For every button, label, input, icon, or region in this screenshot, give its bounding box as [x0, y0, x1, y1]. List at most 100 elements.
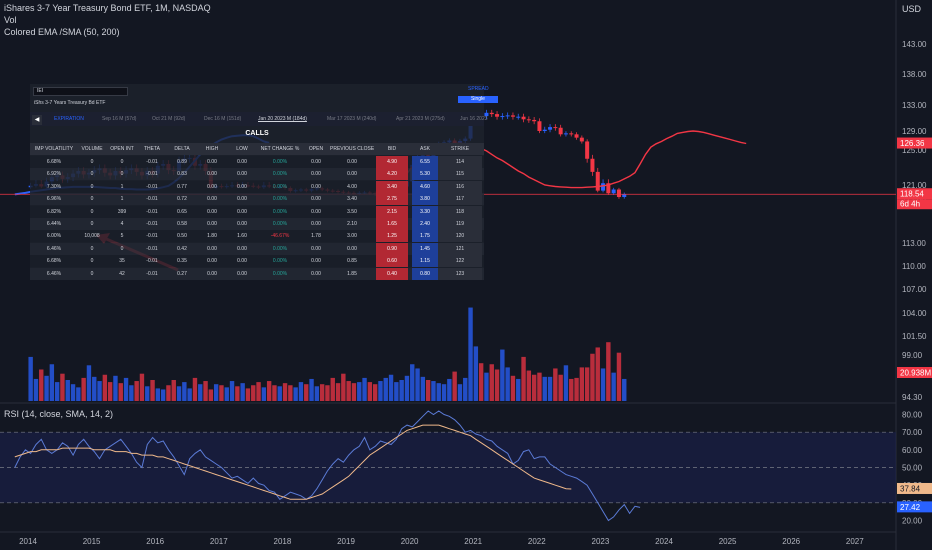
option-cell: -0.01: [146, 171, 158, 178]
option-header-cell: DELTA: [174, 146, 190, 152]
volume-bar: [39, 369, 44, 401]
option-cell: 0.00%: [272, 183, 288, 190]
option-cell: 42: [119, 270, 125, 277]
volume-bar: [547, 376, 553, 401]
rsi-ma-line: [14, 424, 572, 500]
option-cell: 0.00: [311, 196, 321, 203]
volume-bar: [129, 385, 134, 401]
option-row[interactable]: 6.68% 0 0 -0.01 0.89 0.00 0.00 0.00% 0.00 0.00 4.9…: [30, 156, 484, 168]
option-cell: 0.85: [347, 258, 357, 265]
volume-bar: [314, 386, 320, 401]
option-row[interactable]: 6.68% 0 35 -0.01 0.35 0.00 0.00 0.00% 0.00 0.85 0.…: [30, 255, 484, 268]
option-cell: 0.00: [347, 245, 357, 252]
option-cell: 1.78: [311, 233, 321, 240]
option-cell: 119: [438, 218, 482, 230]
option-cell: 0.50: [177, 233, 187, 240]
volume-bar: [33, 378, 39, 401]
volume-bar: [516, 378, 521, 401]
expiration-tab[interactable]: Apr 21 2023 M (275d): [396, 116, 445, 122]
option-cell: 3.50: [347, 208, 357, 215]
expiration-tab[interactable]: Oct 21 M (92d): [152, 116, 186, 122]
rsi-ma-badge-bg: [897, 482, 932, 494]
chevron-left-icon[interactable]: ◀: [32, 115, 42, 125]
option-cell: 2.40: [412, 218, 438, 230]
volume-bar: [219, 385, 224, 401]
rsi-tick-label: 70.00: [902, 428, 923, 437]
volume-legend: Vol: [4, 15, 17, 25]
time-tick-label: 2016: [146, 537, 164, 546]
volume-bar: [542, 376, 547, 401]
volume-bars: [28, 307, 627, 401]
option-cell: 399: [117, 208, 127, 215]
instrument-name: iShs 3-7 Years Treasury Bd ETF: [34, 100, 106, 106]
option-cell: -0.01: [146, 221, 158, 227]
option-cell: 4.00: [347, 183, 357, 190]
option-header-cell: LOW: [236, 146, 248, 152]
expiration-tab[interactable]: Jan 20 2023 M (184d): [258, 116, 307, 122]
volume-bar: [441, 384, 447, 401]
option-cell: -0.01: [146, 258, 158, 265]
volume-bar: [415, 368, 420, 401]
option-row[interactable]: 6.46% 0 0 -0.01 0.42 0.00 0.00 0.00% 0.00 0.00 0.9…: [30, 242, 484, 255]
volume-bar: [569, 378, 574, 401]
expiration-tab[interactable]: Jun 16 2023: [460, 116, 488, 122]
option-row[interactable]: 7.30% 0 1 -0.01 0.77 0.00 0.00 0.00% 0.00 4.00 3.4…: [30, 180, 484, 193]
option-cell: 0.58: [177, 221, 187, 227]
option-cell: 0.00: [237, 270, 247, 277]
volume-bar: [160, 389, 166, 401]
volume-bar: [70, 384, 76, 401]
option-cell: 2.75: [376, 193, 408, 206]
option-row[interactable]: 6.44% 0 4 -0.01 0.58 0.00 0.00 0.00% 0.00 2.10 1.6…: [30, 218, 484, 230]
option-row[interactable]: 6.96% 0 1 -0.01 0.72 0.00 0.00 0.00% 0.00 3.40 2.7…: [30, 193, 484, 206]
candle-body: [558, 127, 563, 135]
spread-tab[interactable]: SPREAD: [468, 86, 489, 92]
price-tick-label: 101.50: [902, 332, 927, 341]
option-cell: 0.00: [311, 258, 321, 265]
option-cell: 35: [119, 258, 125, 265]
price-tick-label: 110.00: [902, 262, 926, 271]
volume-bar: [49, 364, 55, 401]
option-cell: 0: [90, 245, 94, 252]
option-header-cell: THETA: [143, 146, 161, 152]
symbol-field[interactable]: IEI: [33, 87, 128, 96]
option-cell: 116: [438, 180, 482, 193]
option-cell: 6.55: [412, 156, 438, 168]
price-tick-label: 121.00: [902, 181, 927, 190]
expiration-tab[interactable]: Sep 16 M (57d): [102, 116, 137, 122]
option-cell: 1.60: [237, 233, 247, 240]
expiration-tab[interactable]: Mar 17 2023 M (240d): [327, 116, 377, 122]
volume-bar: [457, 384, 463, 401]
volume-bar: [537, 372, 542, 401]
volume-bar: [256, 382, 261, 401]
candle-body: [526, 119, 531, 121]
option-cell: -0.01: [146, 270, 158, 277]
option-row[interactable]: 6.00% 10,008 5 -0.01 0.50 1.80 1.60 -46.67% 1.78…: [30, 230, 484, 243]
option-row[interactable]: 6.82% 0 399 -0.01 0.65 0.00 0.00 0.00% 0.00 3.50 2…: [30, 205, 484, 218]
volume-bar: [558, 374, 563, 401]
option-cell: 0.72: [177, 196, 187, 203]
expiration-tab[interactable]: Dec 16 M (151d): [204, 116, 242, 122]
candle-body: [489, 112, 494, 115]
volume-bar: [383, 377, 388, 401]
ema-legend: Colored EMA /SMA (50, 200): [4, 27, 120, 37]
candle-body: [574, 134, 579, 138]
price-tick-label: 133.00: [902, 101, 927, 110]
option-cell: 2.10: [347, 221, 357, 227]
option-row[interactable]: 6.92% 0 0 -0.01 0.83 0.00 0.00 0.00% 0.00 0.00 4.2…: [30, 168, 484, 181]
option-row[interactable]: 6.46% 0 42 -0.01 0.27 0.00 0.00 0.00% 0.00 1.85 0.…: [30, 267, 484, 280]
volume-bar: [192, 377, 198, 401]
volume-bar: [611, 372, 616, 401]
volume-bar: [579, 367, 585, 401]
calls-heading: CALLS: [245, 130, 269, 137]
volume-bar: [282, 383, 288, 401]
rsi-ma-badge: 37.84: [900, 484, 921, 493]
option-cell: 4.90: [376, 156, 408, 168]
single-button[interactable]: Single: [458, 96, 498, 103]
option-cell: 0.00%: [272, 221, 288, 227]
option-cell: 0: [90, 258, 94, 265]
option-cell: 0.42: [177, 245, 187, 252]
volume-bar: [182, 382, 187, 401]
option-cell: 0.00: [237, 245, 247, 252]
time-tick-label: 2024: [655, 537, 673, 546]
option-cell: 0.00%: [272, 159, 288, 165]
